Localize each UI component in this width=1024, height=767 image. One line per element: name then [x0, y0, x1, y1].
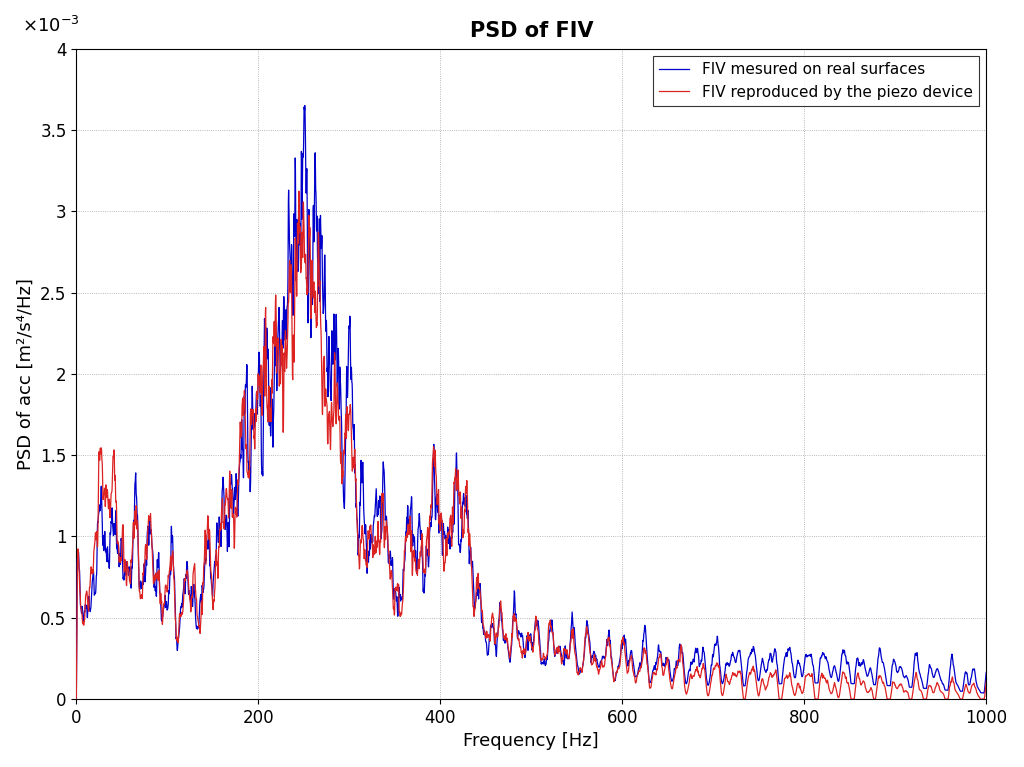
- FIV mesured on real surfaces: [980, 667, 992, 676]
- X-axis label: Frequency [Hz]: Frequency [Hz]: [464, 732, 599, 750]
- FIV mesured on real surfaces: [453, 540, 465, 549]
- FIV reproduced by the piezo device: [453, 491, 465, 500]
- FIV reproduced by the piezo device: [731, 670, 743, 679]
- FIV reproduced by the piezo device: [952, 690, 965, 700]
- FIV reproduced by the piezo device: [980, 676, 992, 686]
- FIV reproduced by the piezo device: [460, 489, 472, 499]
- FIV mesured on real surfaces: [907, 671, 920, 680]
- FIV reproduced by the piezo device: [293, 186, 305, 196]
- FIV reproduced by the piezo device: [71, 694, 83, 703]
- FIV mesured on real surfaces: [71, 694, 83, 703]
- Line: FIV reproduced by the piezo device: FIV reproduced by the piezo device: [77, 191, 986, 699]
- FIV mesured on real surfaces: [731, 649, 743, 658]
- FIV reproduced by the piezo device: [503, 647, 515, 656]
- FIV mesured on real surfaces: [503, 650, 515, 660]
- Legend: FIV mesured on real surfaces, FIV reproduced by the piezo device: FIV mesured on real surfaces, FIV reprod…: [652, 56, 979, 106]
- Text: $\times10^{-3}$: $\times10^{-3}$: [22, 15, 80, 35]
- Y-axis label: PSD of acc [m²/s⁴/Hz]: PSD of acc [m²/s⁴/Hz]: [16, 278, 35, 469]
- FIV mesured on real surfaces: [299, 101, 311, 110]
- Title: PSD of FIV: PSD of FIV: [470, 21, 593, 41]
- FIV mesured on real surfaces: [952, 683, 965, 692]
- Line: FIV mesured on real surfaces: FIV mesured on real surfaces: [77, 106, 986, 699]
- FIV reproduced by the piezo device: [907, 685, 920, 694]
- FIV mesured on real surfaces: [460, 492, 472, 501]
